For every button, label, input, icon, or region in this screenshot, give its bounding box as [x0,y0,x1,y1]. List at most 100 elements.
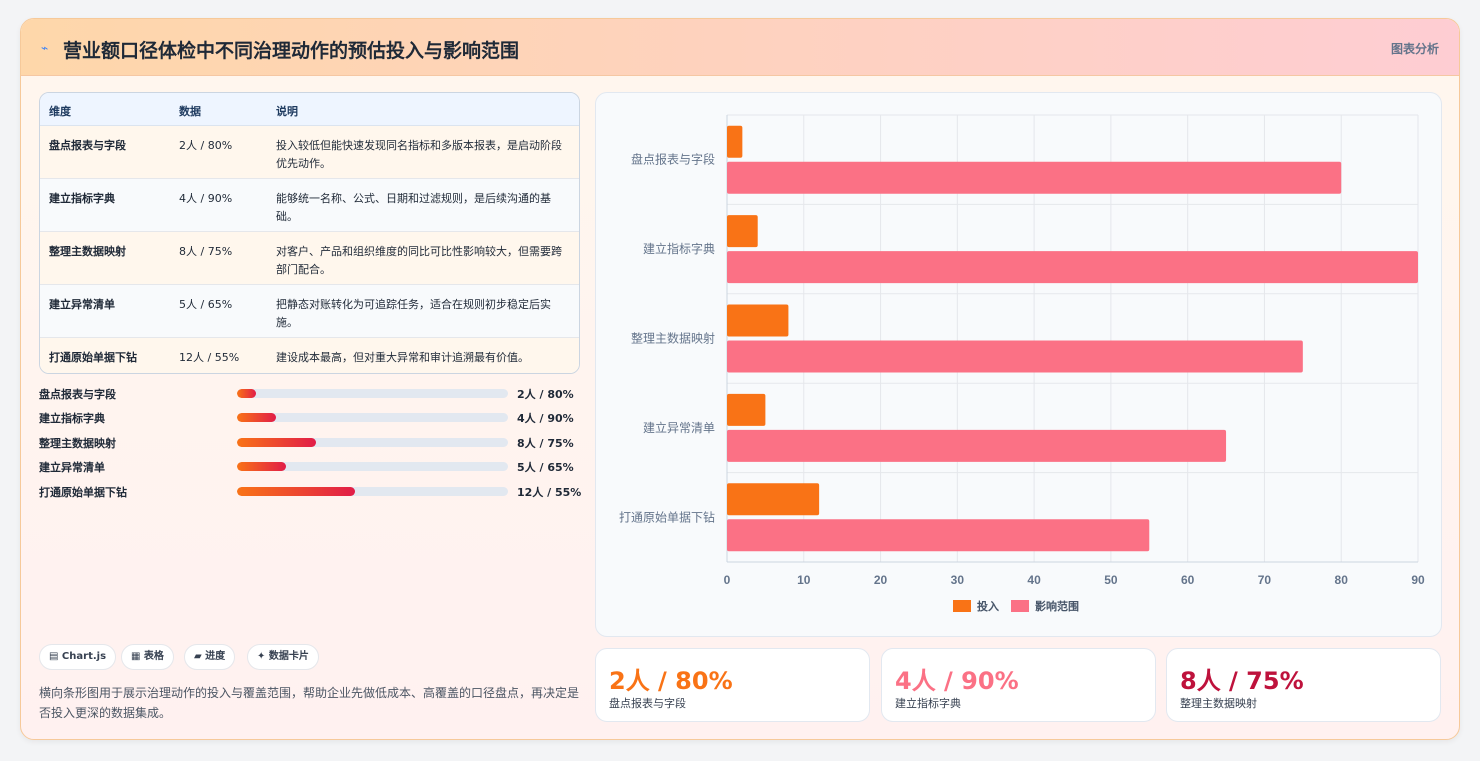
x-tick-label: 0 [724,573,731,587]
stat-label: 建立指标字典 [895,697,961,710]
row-name: 盘点报表与字段 [49,139,126,152]
x-tick-label: 50 [1104,573,1118,587]
progress-value: 2人 / 80% [517,388,574,401]
x-tick-label: 20 [874,573,888,587]
row-note: 建设成本最高，但对重大异常和审计追溯最有价值。 [276,351,529,364]
stat-value: 4人 / 90% [895,667,1019,695]
progress-track [237,413,508,422]
progress-label: 打通原始单据下钻 [39,486,127,499]
row-note: 投入较低但能快速发现同名指标和多版本报表，是启动阶段优先动作。 [276,139,562,170]
progress-track [237,487,508,496]
row-name: 建立异常清单 [49,298,115,311]
data-table: 维度 数据 说明 盘点报表与字段 2人 / 80% 投入较低但能快速发现同名指标… [39,92,580,374]
header-tag: 图表分析 [1390,42,1439,56]
row-note: 能够统一名称、公式、日期和过滤规则，是后续沟通的基础。 [276,192,551,223]
bar-investment [727,483,820,516]
progress-track [237,389,508,398]
progress-label: 建立异常清单 [39,461,105,474]
bar-impact [727,519,1150,552]
progress-row: 盘点报表与字段 2人 / 80% [39,384,584,404]
column-header-note: 说明 [276,105,298,118]
progress-value: 12人 / 55% [517,486,582,499]
stat-card: 8人 / 75% 整理主数据映射 [1166,648,1441,722]
chip-data-cards[interactable]: ✦ 数据卡片 [247,644,319,670]
progress-row: 打通原始单据下钻 12人 / 55% [39,482,584,502]
progress-row: 建立指标字典 4人 / 90% [39,408,584,428]
bar-investment [727,215,758,248]
table-header: 维度 数据 说明 [40,93,579,126]
x-tick-label: 80 [1335,573,1349,587]
chip-progress[interactable]: ▰ 进度 [184,644,236,670]
row-value: 5人 / 65% [179,298,233,311]
progress-fill [237,438,316,447]
progress-value: 5人 / 65% [517,461,574,474]
row-value: 12人 / 55% [179,351,240,364]
y-category-label: 盘点报表与字段 [631,152,715,167]
x-tick-label: 30 [951,573,965,587]
column-header-dimension: 维度 [49,105,71,118]
bar-impact [727,340,1303,373]
chart-panel: 0 10 20 30 40 50 60 70 80 90 盘点报表与字段建立指标字典整理主数据映射建… [595,92,1442,637]
bar-impact [727,429,1227,462]
progress-label: 盘点报表与字段 [39,388,116,401]
row-note: 把静态对账转化为可追踪任务，适合在规则初步稳定后实施。 [276,298,551,329]
y-category-label: 建立指标字典 [643,241,715,256]
legend-swatch [1011,600,1029,612]
x-tick-label: 90 [1411,573,1425,587]
table-row: 建立异常清单 5人 / 65% 把静态对账转化为可追踪任务，适合在规则初步稳定后… [40,285,579,338]
card-header: ⌁ 营业额口径体检中不同治理动作的预估投入与影响范围 图表分析 [21,19,1459,76]
table-row: 整理主数据映射 8人 / 75% 对客户、产品和组织维度的同比可比性影响较大，但… [40,232,579,285]
progress-row: 建立异常清单 5人 / 65% [39,457,584,477]
table-row: 盘点报表与字段 2人 / 80% 投入较低但能快速发现同名指标和多版本报表，是启… [40,126,579,179]
progress-track [237,462,508,471]
progress-fill [237,487,355,496]
legend-swatch [953,600,971,612]
stat-label: 盘点报表与字段 [609,697,686,710]
progress-fill [237,413,277,422]
progress-track [237,438,508,447]
progress-label: 建立指标字典 [39,412,105,425]
row-name: 建立指标字典 [49,192,115,205]
x-tick-label: 60 [1181,573,1195,587]
table-row: 打通原始单据下钻 12人 / 55% 建设成本最高，但对重大异常和审计追溯最有价… [40,338,579,373]
progress-value: 4人 / 90% [517,412,574,425]
chart-card: ⌁ 营业额口径体检中不同治理动作的预估投入与影响范围 图表分析 维度 数据 说明… [20,18,1460,740]
row-name: 整理主数据映射 [49,245,126,258]
line-chart-icon: ⌁ [41,41,49,55]
bar-investment [727,304,789,337]
stat-value: 2人 / 80% [609,667,733,695]
table-row: 建立指标字典 4人 / 90% 能够统一名称、公式、日期和过滤规则，是后续沟通的… [40,179,579,232]
progress-label: 整理主数据映射 [39,437,116,450]
progress-row: 整理主数据映射 8人 / 75% [39,433,584,453]
x-tick-label: 10 [797,573,811,587]
chip-table[interactable]: ▦ 表格 [121,644,174,670]
x-tick-label: 70 [1258,573,1272,587]
stat-card: 2人 / 80% 盘点报表与字段 [595,648,870,722]
row-value: 4人 / 90% [179,192,233,205]
x-tick-label: 40 [1027,573,1041,587]
progress-fill [237,389,256,398]
legend-label: 投入 [977,599,999,613]
bar-investment [727,125,743,158]
y-category-label: 整理主数据映射 [631,331,715,346]
column-header-data: 数据 [179,105,201,118]
bar-chart: 0 10 20 30 40 50 60 70 80 90 盘点报表与字段建立指标字典整理主数据映射建… [619,114,1425,613]
progress-fill [237,462,286,471]
row-value: 2人 / 80% [179,139,233,152]
legend-label: 影响范围 [1035,599,1079,613]
bar-impact [727,161,1342,194]
row-note: 对客户、产品和组织维度的同比可比性影响较大，但需要跨部门配合。 [276,245,562,276]
row-name: 打通原始单据下钻 [49,351,137,364]
chip-chartjs[interactable]: ▤ Chart.js [39,644,117,670]
y-category-label: 打通原始单据下钻 [619,509,715,524]
stat-value: 8人 / 75% [1180,667,1304,695]
stat-card: 4人 / 90% 建立指标字典 [881,648,1156,722]
row-value: 8人 / 75% [179,245,233,258]
chart-description: 横向条形图用于展示治理动作的投入与覆盖范围，帮助企业先做低成本、高覆盖的口径盘点… [39,686,580,720]
bar-investment [727,393,766,426]
stat-label: 整理主数据映射 [1180,697,1257,710]
y-category-label: 建立异常清单 [643,420,715,435]
page-title: 营业额口径体检中不同治理动作的预估投入与影响范围 [63,40,520,62]
bar-impact [727,251,1418,284]
progress-value: 8人 / 75% [517,437,574,450]
